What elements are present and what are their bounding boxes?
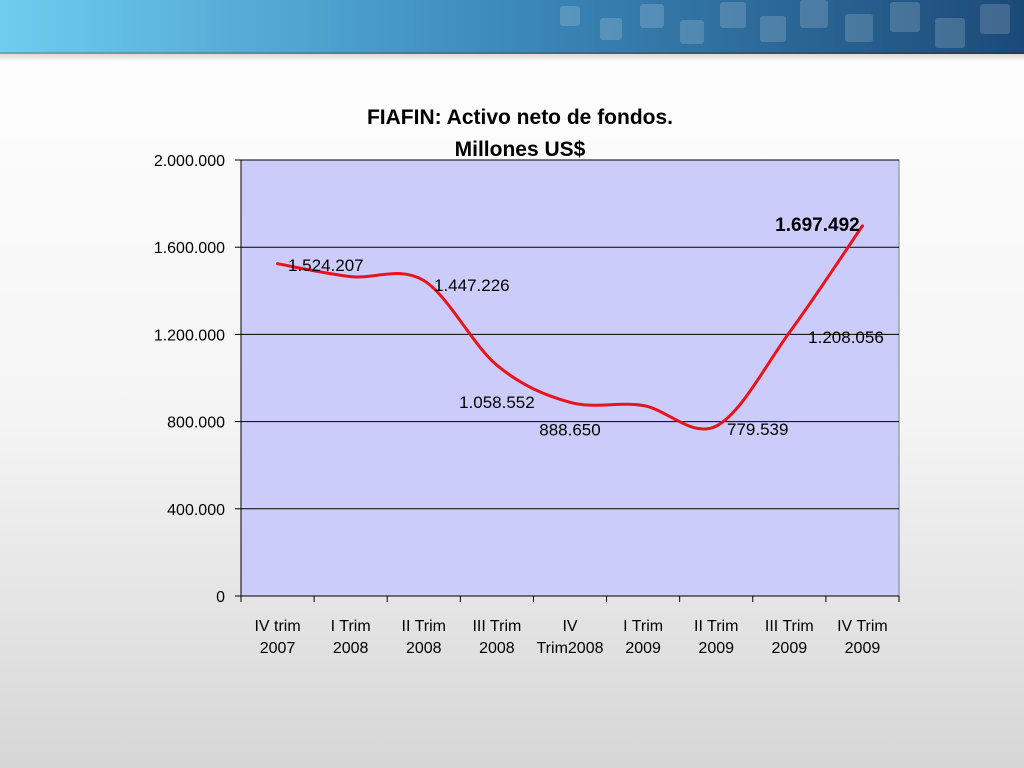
y-tick-label: 1.600.000: [154, 240, 225, 257]
x-tick-label: III Trim 2009: [765, 618, 814, 657]
data-label: 1.447.226: [434, 276, 510, 295]
y-tick-label: 2.000.000: [154, 153, 225, 170]
series-line: [276, 224, 864, 431]
data-point: [860, 224, 864, 228]
y-tick-labels: 0 400.000 800.000 1.200.000 1.600.000 2.000.0…: [154, 153, 225, 606]
data-point: [495, 363, 499, 367]
x-tick-label: IV Trim2008: [537, 618, 604, 657]
chart-title-line: Millones US$: [455, 138, 586, 161]
x-tick-label: III Trim 2008: [472, 618, 521, 657]
plot-area: [240, 159, 900, 597]
data-label: 779.539: [727, 420, 788, 439]
data-points: [276, 224, 864, 428]
data-point: [641, 403, 645, 407]
axes: [235, 159, 900, 602]
y-tick-label: 400.000: [167, 502, 225, 519]
banner-decoration: [560, 0, 1010, 48]
data-label: 1.697.492: [775, 215, 860, 236]
y-tick-label: 0: [216, 589, 225, 606]
data-point: [568, 400, 572, 404]
y-tick-label: 1.200.000: [154, 327, 225, 344]
data-label: 1.058.552: [459, 393, 535, 412]
x-tick-label: IV trim 2007: [254, 618, 300, 657]
x-tick-label: II Trim 2008: [402, 618, 446, 657]
chart-title: FIAFIN: Activo neto de fondos. Millones U…: [367, 106, 673, 161]
y-tick-label: 800.000: [167, 415, 225, 432]
data-label: 1.524.207: [288, 256, 364, 275]
chart-title-line: FIAFIN: Activo neto de fondos.: [367, 106, 673, 129]
data-point: [276, 262, 280, 266]
data-label: 1.208.056: [808, 328, 884, 347]
data-point: [787, 331, 791, 335]
data-point: [422, 279, 426, 283]
x-tick-label: I Trim 2009: [623, 618, 663, 657]
banner-shadow: [0, 52, 1024, 62]
x-tick-label: II Trim 2009: [694, 618, 738, 657]
data-point: [714, 424, 718, 428]
data-label: 888.650: [539, 420, 600, 439]
x-tick-label: IV Trim 2009: [837, 618, 888, 657]
data-point: [349, 275, 353, 279]
x-tick-labels: IV trim 2007 I Trim 2008 II Trim 2008 III Trim…: [254, 618, 887, 657]
x-tick-label: I Trim 2008: [331, 618, 371, 657]
header-banner: [0, 0, 1024, 54]
